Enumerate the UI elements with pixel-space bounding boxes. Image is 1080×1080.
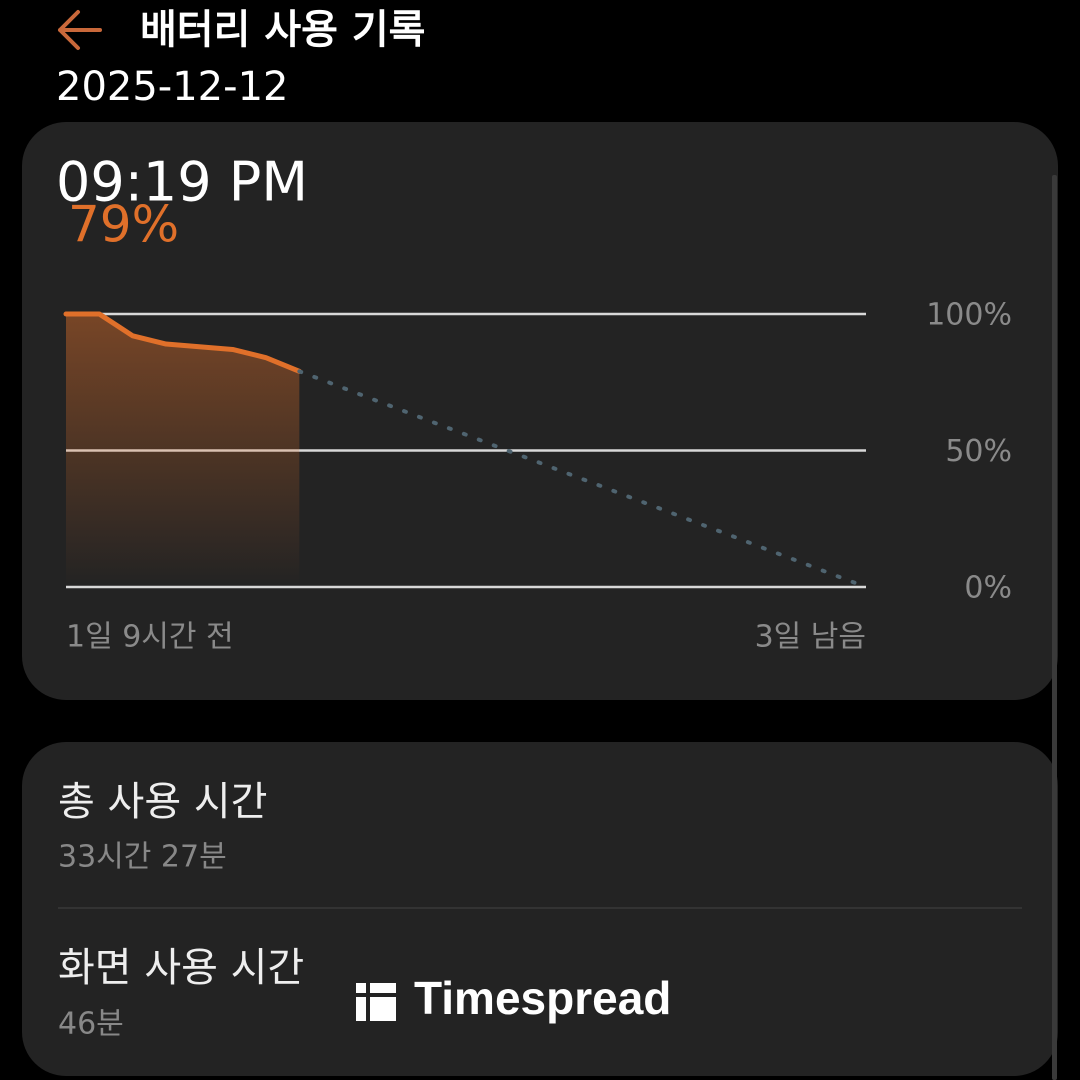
y-tick-label: 100%	[926, 298, 1012, 333]
projection-line	[297, 369, 868, 589]
usage-value: 46분	[58, 1007, 124, 1042]
page-title: 배터리 사용 기록	[140, 7, 425, 53]
usage-label: 총 사용 시간	[58, 779, 267, 825]
watermark: Timespread	[414, 972, 671, 1024]
battery-chart: 100% 50% 0% 1일 9시간 전 3일 남음 79%	[63, 196, 1012, 655]
scrollbar	[1052, 175, 1057, 1080]
y-tick-label: 0%	[964, 571, 1012, 606]
battery-line	[63, 311, 302, 374]
current-level: 79%	[68, 196, 179, 254]
usage-label: 화면 사용 시간	[58, 945, 304, 991]
date: 2025-12-12	[56, 64, 288, 110]
area	[66, 314, 300, 587]
x-tick-label: 3일 남음	[755, 620, 866, 655]
usage-value: 33시간 27분	[58, 840, 227, 875]
x-tick-label: 1일 9시간 전	[66, 620, 234, 655]
y-tick-label: 50%	[945, 434, 1012, 469]
chart-subtitle: 09:19 PM	[56, 151, 308, 214]
watermark-logo	[356, 983, 396, 1021]
back-button[interactable]	[58, 10, 102, 50]
